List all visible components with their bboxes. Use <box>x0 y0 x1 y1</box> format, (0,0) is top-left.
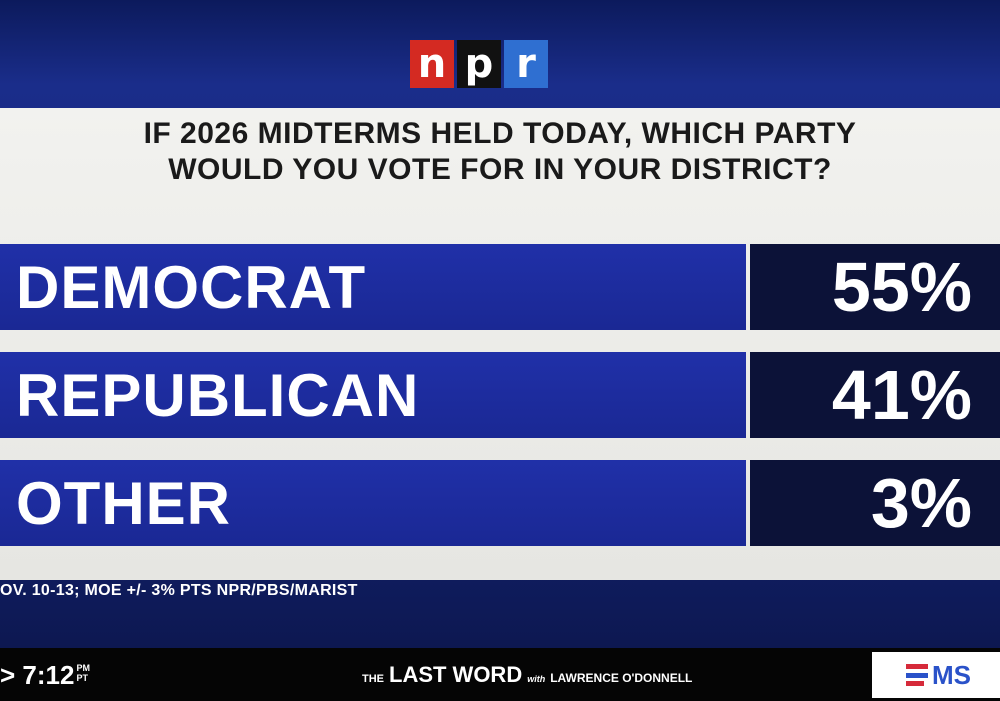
network-logo-icon <box>906 664 928 686</box>
result-label-cell: DEMOCRAT <box>0 244 746 330</box>
result-row-republican: REPUBLICAN 41% <box>0 352 1000 438</box>
result-value: 41% <box>831 356 972 434</box>
result-row-other: OTHER 3% <box>0 460 1000 546</box>
result-value-cell: 41% <box>750 352 1000 438</box>
clock-ampm-bottom: PT <box>76 673 88 683</box>
result-row-democrat: DEMOCRAT 55% <box>0 244 1000 330</box>
poll-question-line-2: WOULD YOU VOTE FOR IN YOUR DISTRICT? <box>168 153 832 186</box>
npr-logo-r: r <box>504 40 548 88</box>
result-label-cell: OTHER <box>0 460 746 546</box>
clock-ampm-top: PM <box>76 663 90 673</box>
show-title-main: LAST WORD <box>389 662 523 687</box>
npr-logo-n: n <box>410 40 454 88</box>
result-value-cell: 3% <box>750 460 1000 546</box>
network-logo: MS <box>872 652 1000 698</box>
lower-third-ticker: > 7:12 PM PT THE LAST WORD with LAWRENCE… <box>0 648 1000 701</box>
poll-question: IF 2026 MIDTERMS HELD TODAY, WHICH PARTY… <box>0 116 1000 188</box>
result-value: 3% <box>870 464 972 542</box>
show-title-with: with <box>527 674 546 684</box>
result-value: 55% <box>831 248 972 326</box>
poll-source-note: OV. 10-13; MOE +/- 3% PTS NPR/PBS/MARIST <box>0 582 358 599</box>
clock-ampm: PM PT <box>76 663 90 683</box>
result-label: DEMOCRAT <box>16 253 367 321</box>
npr-logo-p: p <box>457 40 501 88</box>
result-label: REPUBLICAN <box>16 361 420 429</box>
npr-logo: n p r <box>410 40 548 88</box>
show-host-name: LAWRENCE O'DONNELL <box>550 671 693 685</box>
network-logo-text: MS <box>932 659 971 690</box>
show-title-the: THE <box>362 673 384 685</box>
clock-time: > 7:12 <box>0 660 75 690</box>
show-title: THE LAST WORD with LAWRENCE O'DONNELL <box>362 662 692 688</box>
clock: > 7:12 PM PT <box>0 660 90 691</box>
poll-question-line-1: IF 2026 MIDTERMS HELD TODAY, WHICH PARTY <box>143 117 857 150</box>
poll-panel: IF 2026 MIDTERMS HELD TODAY, WHICH PARTY… <box>0 108 1000 580</box>
result-label-cell: REPUBLICAN <box>0 352 746 438</box>
result-value-cell: 55% <box>750 244 1000 330</box>
result-label: OTHER <box>16 469 231 537</box>
